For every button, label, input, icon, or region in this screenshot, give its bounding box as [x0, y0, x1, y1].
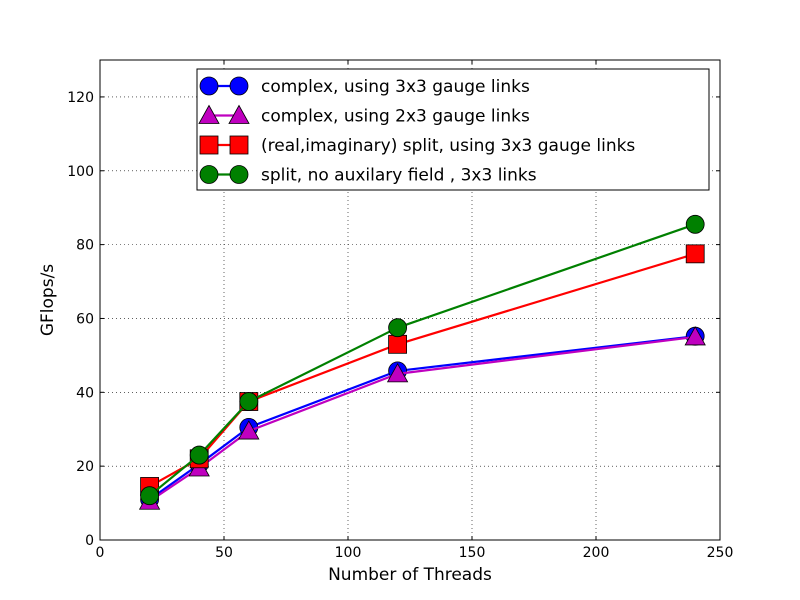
y-tick-label: 60: [76, 311, 94, 327]
series-4: [140, 214, 705, 506]
legend-item: split, no auxilary field , 3x3 links: [199, 165, 537, 186]
x-tick-label: 250: [707, 545, 734, 561]
legend-label: split, no auxilary field , 3x3 links: [261, 166, 537, 186]
y-tick-label: 120: [67, 90, 94, 106]
data-point: [388, 334, 408, 354]
data-point: [189, 445, 209, 465]
legend-marker: [198, 104, 220, 124]
y-axis-label: GFlops/s: [38, 264, 58, 336]
legend-label: (real,imaginary) split, using 3x3 gauge …: [261, 136, 635, 156]
data-point: [239, 392, 259, 411]
series-layer: [138, 214, 706, 510]
plot-frame: [99, 59, 721, 541]
legend-marker: [228, 104, 250, 124]
x-tick-label: 0: [96, 545, 105, 561]
data-point: [685, 214, 705, 234]
legend-marker: [229, 135, 249, 155]
y-tick-label: 40: [76, 385, 94, 401]
legend-label: complex, using 2x3 gauge links: [261, 107, 530, 127]
legend-item: complex, using 2x3 gauge links: [198, 104, 530, 127]
y-tick-label: 80: [76, 238, 94, 254]
legend-box: [196, 68, 710, 191]
legend-label: complex, using 3x3 gauge links: [261, 77, 530, 97]
legend-marker: [199, 76, 219, 96]
data-point: [684, 326, 706, 346]
legend-item: (real,imaginary) split, using 3x3 gauge …: [199, 135, 635, 156]
y-tick-label: 100: [67, 164, 94, 180]
y-tick-label: 0: [85, 533, 94, 549]
legend-marker: [229, 165, 249, 184]
data-point: [140, 486, 160, 506]
data-point: [685, 244, 705, 264]
data-point: [238, 420, 260, 440]
x-tick-label: 100: [335, 545, 362, 561]
legend-marker: [229, 76, 249, 96]
legend: complex, using 3x3 gauge links complex, u…: [196, 68, 710, 191]
legend-marker: [199, 135, 219, 155]
x-tick-label: 50: [215, 545, 233, 561]
x-tick-label: 150: [459, 545, 486, 561]
y-tick-label: 20: [76, 459, 94, 475]
data-point: [386, 363, 409, 383]
legend-marker: [199, 165, 219, 184]
x-tick-label: 200: [583, 545, 610, 561]
legend-item: complex, using 3x3 gauge links: [199, 76, 530, 97]
x-axis-label: Number of Threads: [328, 565, 492, 585]
axes: 0 50 100 150 200 250 0 20 40 60 80 100 120: [67, 60, 733, 561]
data-point: [388, 318, 408, 338]
